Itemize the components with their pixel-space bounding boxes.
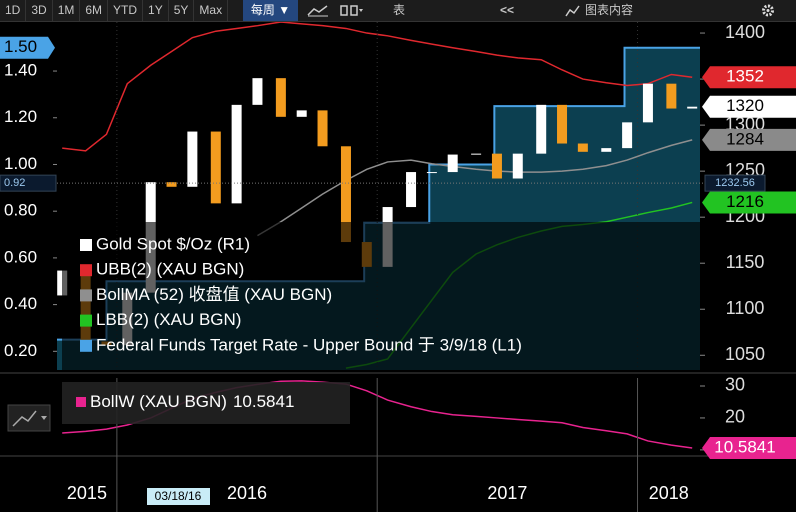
legend-label: Federal Funds Target Rate - Upper Bound …	[96, 335, 522, 354]
legend-name: BollW (XAU BGN)	[90, 392, 227, 411]
x-tick-label: 2017	[487, 483, 527, 503]
y-tick-label: 0.40	[4, 294, 37, 313]
candle	[687, 106, 698, 109]
legend-label: UBB(2) (XAU BGN)	[96, 260, 244, 279]
y-tick-label: 0.20	[4, 341, 37, 360]
x-tick-label: 2018	[649, 483, 689, 503]
crosshair-date-tag	[147, 488, 210, 505]
range-button[interactable]: 6M	[80, 0, 109, 21]
legend-swatch	[76, 397, 86, 407]
y-tick-label: 0.60	[4, 247, 37, 266]
legend-swatch	[80, 289, 92, 302]
legend-swatch	[80, 264, 92, 277]
toolbar: 1D 3D 1M 6M YTD 1Y 5Y Max 每周 ▼ 表 << 图表内容	[0, 0, 796, 22]
value-tag	[702, 95, 796, 118]
value-tag-label: 1216	[726, 192, 764, 211]
candle	[601, 148, 612, 152]
candle	[406, 172, 417, 208]
candle	[166, 182, 177, 187]
legend-label: Gold Spot $/Oz (R1)	[96, 234, 250, 253]
legend-swatch	[80, 339, 92, 352]
crosshair-label: 1232.56	[715, 177, 755, 189]
candle	[210, 131, 221, 204]
y2-tick-label: 1050	[725, 344, 765, 364]
range-button[interactable]: 1D	[0, 0, 27, 21]
candle	[317, 110, 328, 147]
candle	[642, 83, 653, 123]
x-tick-label: 2016	[227, 483, 267, 503]
candle	[557, 104, 568, 144]
crosshair-date: 03/18/16	[155, 489, 202, 503]
dropdown-arrow	[41, 416, 47, 420]
legend-label: LBB(2) (XAU BGN)	[96, 310, 241, 329]
candle	[491, 153, 502, 179]
back-button[interactable]: <<	[500, 3, 515, 17]
period-dropdown[interactable]: 每周 ▼	[243, 0, 298, 21]
chart-type-icon	[12, 410, 37, 427]
line-chart-icon[interactable]	[306, 3, 330, 18]
crosshair-tag	[0, 174, 57, 192]
y-tick-label: 1.40	[4, 61, 37, 80]
range-button[interactable]: 1M	[53, 0, 81, 21]
x-tick-label: 2015	[67, 483, 107, 503]
candle	[536, 104, 547, 154]
candle	[512, 153, 523, 179]
y-tick-label: 30	[725, 375, 745, 395]
chart-content-icon	[565, 5, 580, 17]
candle	[447, 154, 458, 173]
candle	[426, 172, 437, 174]
value-tag	[702, 437, 796, 460]
y2-tick-label: 1400	[725, 22, 765, 42]
value-tag-label: 1352	[726, 67, 764, 86]
y2-tick-label: 1100	[726, 298, 765, 318]
value-tag	[702, 128, 796, 151]
value-tag-label: 1.50	[4, 37, 37, 56]
legend-box	[62, 222, 700, 370]
crosshair-label: 0.92	[4, 177, 25, 189]
legend-label: BollW (XAU BGN) 10.5841	[90, 392, 294, 411]
value-tag-label: 10.5841	[714, 438, 775, 457]
overlay: 2015 2016 2017 2018 Gold Spot $/Oz (R1) UBB(2…	[0, 22, 796, 512]
value-tag	[702, 66, 796, 89]
value-tag-label: 1320	[726, 96, 764, 115]
range-button[interactable]: 1Y	[143, 0, 169, 21]
candle	[666, 83, 677, 109]
chart: 2015 2016 2017 2018 Gold Spot $/Oz (R1) UBB(2…	[0, 22, 796, 512]
candle	[275, 78, 286, 117]
range-button[interactable]: Max	[194, 0, 229, 21]
range-button[interactable]: YTD	[108, 0, 144, 21]
candle	[252, 78, 263, 105]
range-buttons: 1D 3D 1M 6M YTD 1Y 5Y Max	[0, 0, 229, 21]
y-tick-label: 20	[725, 407, 745, 427]
range-button[interactable]: 3D	[26, 0, 53, 21]
settings-icon[interactable]	[760, 3, 776, 18]
candle	[471, 153, 482, 155]
candle	[577, 143, 588, 152]
candle	[622, 122, 633, 149]
value-tag	[702, 191, 796, 214]
y2-tick-label: 1150	[726, 252, 765, 272]
legend-swatch	[80, 314, 92, 327]
value-tag	[0, 36, 55, 59]
y-tick-label: 1.00	[4, 154, 37, 173]
candle	[340, 146, 351, 243]
candle	[187, 131, 198, 187]
range-button[interactable]: 5Y	[169, 0, 195, 21]
legend-label: BollMA (52) 收盘值 (XAU BGN)	[96, 285, 332, 304]
table-button[interactable]: 表	[393, 3, 406, 17]
series-line	[257, 139, 693, 237]
value-tag-label: 1284	[726, 129, 764, 148]
crosshair-tag	[704, 174, 766, 192]
y-tick-label: 0.80	[4, 201, 37, 220]
legend-box	[62, 382, 350, 424]
candle	[296, 110, 307, 117]
candle-icon[interactable]	[338, 3, 364, 18]
chart-content-button[interactable]: 图表内容	[585, 3, 634, 17]
candle	[231, 104, 242, 204]
legend-value: 10.5841	[233, 392, 294, 411]
legend-swatch	[80, 239, 92, 251]
y-tick-label: 1.20	[4, 107, 37, 126]
